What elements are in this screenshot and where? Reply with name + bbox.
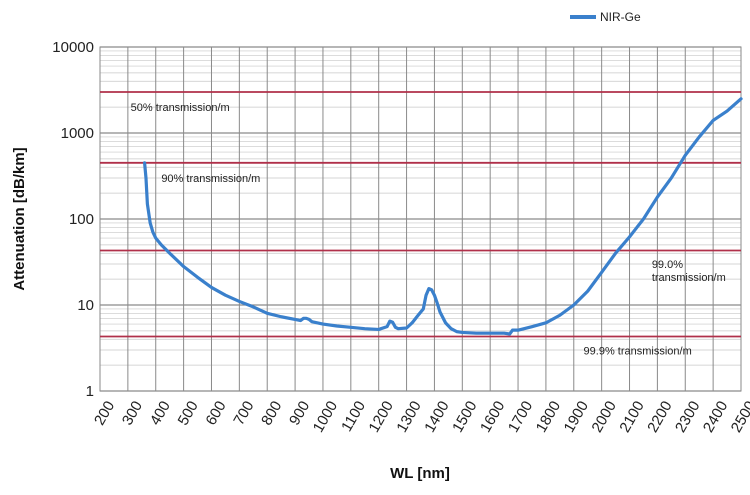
y-axis-title: Attenuation [dB/km] bbox=[11, 147, 28, 290]
x-tick-label: 600 bbox=[202, 398, 229, 428]
x-tick-label: 2000 bbox=[588, 398, 619, 435]
x-tick-label: 1500 bbox=[449, 398, 480, 435]
reference-line-label: 99.9% transmission/m bbox=[584, 346, 692, 358]
x-tick-label: 1700 bbox=[505, 398, 536, 435]
y-tick-label: 10000 bbox=[52, 39, 94, 56]
reference-line-label: 99.0% bbox=[652, 259, 683, 271]
x-tick-label: 500 bbox=[175, 398, 202, 428]
x-tick-label: 1000 bbox=[310, 398, 341, 435]
x-tick-label: 1200 bbox=[365, 398, 396, 435]
series-line-nir-ge bbox=[142, 97, 743, 336]
reference-line-label: 50% transmission/m bbox=[131, 102, 230, 114]
x-tick-label: 2500 bbox=[728, 398, 750, 435]
reference-line-label: transmission/m bbox=[652, 272, 726, 284]
x-tick-label: 700 bbox=[230, 398, 257, 428]
x-tick-label: 1300 bbox=[393, 398, 424, 435]
x-tick-label: 1800 bbox=[533, 398, 564, 435]
x-tick-label: 2300 bbox=[672, 398, 703, 435]
grid bbox=[99, 46, 742, 392]
x-tick-label: 200 bbox=[91, 398, 118, 428]
y-tick-label: 100 bbox=[69, 211, 94, 228]
x-tick-label: 400 bbox=[147, 398, 174, 428]
x-tick-label: 1900 bbox=[561, 398, 592, 435]
x-tick-label: 2100 bbox=[616, 398, 647, 435]
x-tick-label: 300 bbox=[119, 398, 146, 428]
reference-lines: 50% transmission/m 90% transmission/m 99.0… bbox=[100, 91, 741, 358]
y-tick-label: 10 bbox=[77, 297, 94, 314]
x-tick-label: 2400 bbox=[700, 398, 731, 435]
x-tick-label: 1100 bbox=[338, 398, 369, 434]
reference-line-label: 90% transmission/m bbox=[161, 173, 260, 185]
y-tick-label: 1000 bbox=[61, 125, 94, 142]
x-tick-label: 2200 bbox=[644, 398, 675, 435]
x-tick-label: 1400 bbox=[421, 398, 452, 435]
x-tick-label: 800 bbox=[258, 398, 285, 428]
x-tick-label: 900 bbox=[286, 398, 313, 428]
legend: NIR-Ge bbox=[570, 10, 641, 24]
y-tick-label: 1 bbox=[86, 383, 94, 400]
legend-label-nir-ge: NIR-Ge bbox=[600, 10, 641, 24]
x-axis-title: WL [nm] bbox=[390, 465, 450, 482]
x-tick-label: 1600 bbox=[477, 398, 508, 435]
series-layer bbox=[142, 97, 743, 336]
